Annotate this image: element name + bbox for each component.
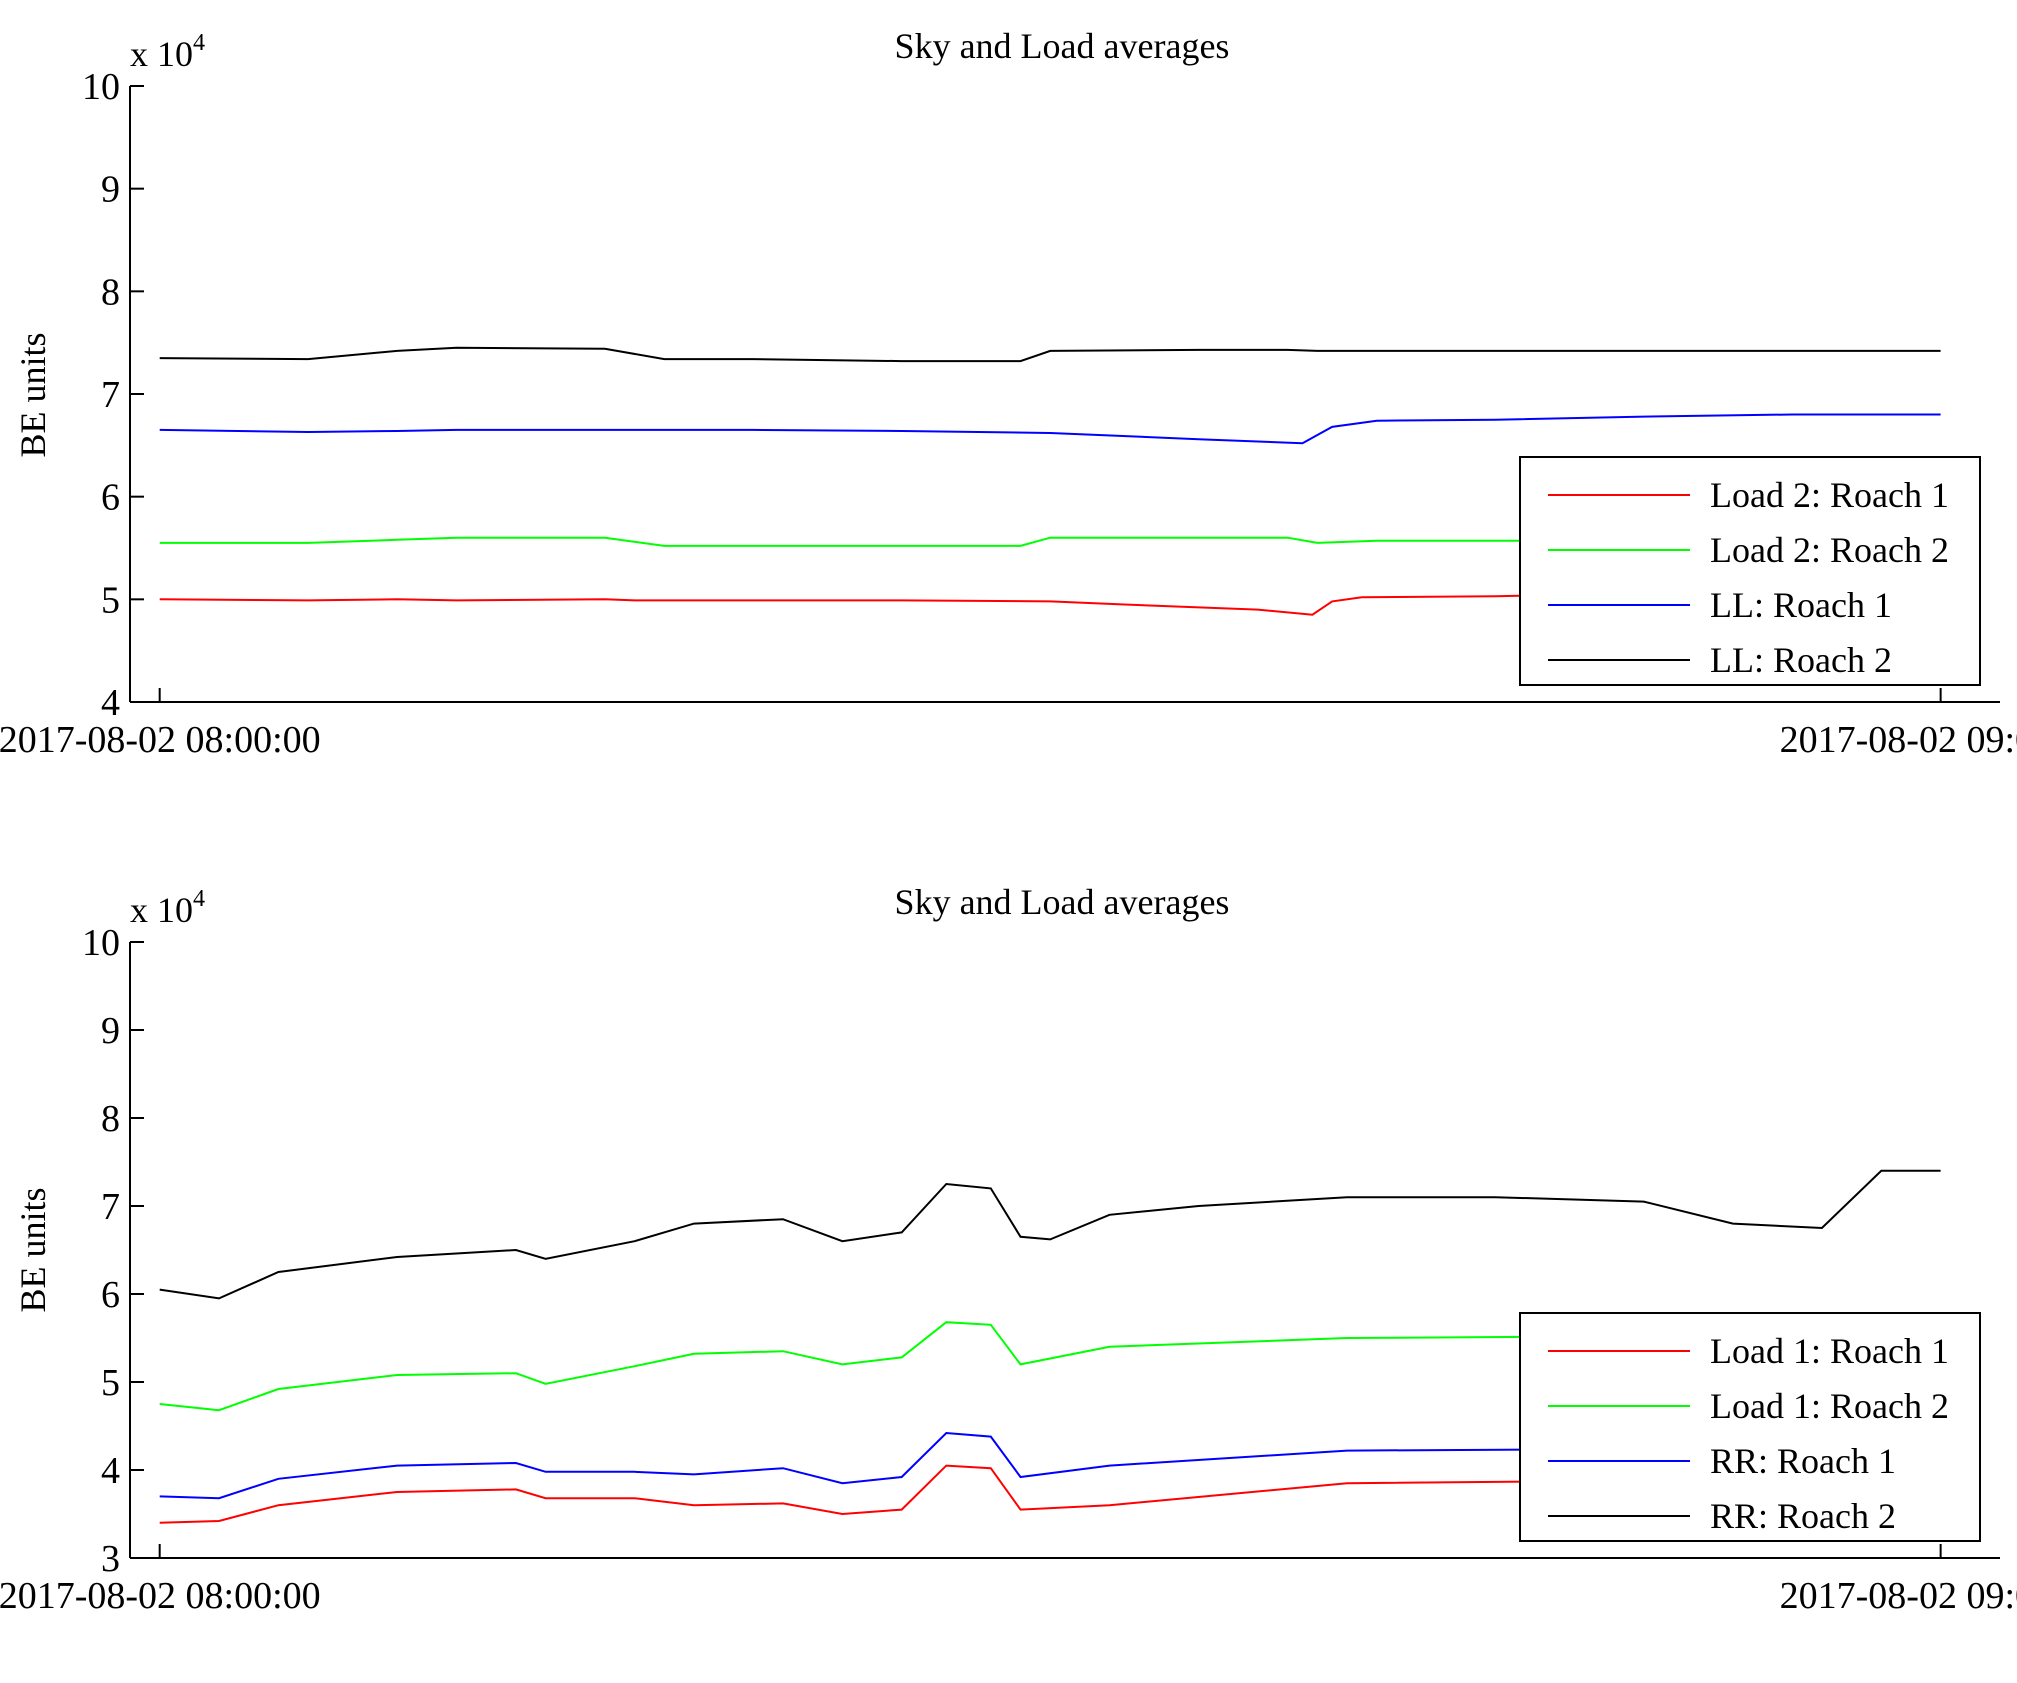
top-chart-panel: Sky and Load averages BE units x 104 456… — [0, 26, 2017, 761]
y-tick-label: 9 — [101, 169, 120, 211]
series-line-2 — [159, 536, 1793, 547]
y-tick-label: 9 — [101, 1010, 120, 1052]
x-tick-label: 2017-08-02 08:00:00 — [0, 1575, 321, 1617]
x-tick-label: 2017-08-02 09:00:00 — [1780, 719, 2017, 761]
y-axis-label: BE units — [13, 1187, 53, 1312]
y-axis-multiplier-base: x 10 — [130, 34, 193, 74]
y-tick-label: 10 — [82, 922, 120, 964]
legend: Load 1: Roach 1 Load 1: Roach 2 RR: Roach … — [1519, 1312, 1981, 1542]
legend-entry: Load 1: Roach 1 — [1710, 1331, 1949, 1371]
legend-entry: RR: Roach 2 — [1710, 1496, 1896, 1536]
chart-title: Sky and Load averages — [895, 882, 1230, 922]
y-tick-label: 4 — [101, 1450, 120, 1492]
series-line-3 — [159, 413, 1941, 445]
y-tick-label: 6 — [101, 477, 120, 519]
x-tick-label: 2017-08-02 09:00:00 — [1780, 1575, 2017, 1617]
y-tick-label: 7 — [101, 1186, 120, 1228]
legend: Load 2: Roach 1 Load 2: Roach 2 LL: Roach … — [1519, 456, 1981, 686]
y-axis-multiplier-base: x 10 — [130, 890, 193, 930]
legend-entry: LL: Roach 1 — [1710, 585, 1892, 625]
y-tick-label: 7 — [101, 374, 120, 416]
y-tick-label: 8 — [101, 271, 120, 313]
y-tick-label: 8 — [101, 1098, 120, 1140]
legend-entry: Load 2: Roach 2 — [1710, 530, 1949, 570]
series-line-4 — [159, 346, 1941, 363]
y-axis-label-text: BE units — [13, 1187, 53, 1312]
y-tick-label: 4 — [101, 682, 120, 724]
legend-entry: Load 2: Roach 1 — [1710, 475, 1949, 515]
legend-entry: Load 1: Roach 2 — [1710, 1386, 1949, 1426]
legend-entry: RR: Roach 1 — [1710, 1441, 1896, 1481]
y-axis-label-text: BE units — [13, 332, 53, 457]
bottom-chart-panel: Sky and Load averages BE units x 104 345… — [0, 882, 2017, 1617]
chart-title: Sky and Load averages — [895, 26, 1230, 66]
y-tick-label: 5 — [101, 1362, 120, 1404]
legend-entry: LL: Roach 2 — [1710, 640, 1892, 680]
x-tick-label: 2017-08-02 08:00:00 — [0, 719, 321, 761]
series-line-3 — [159, 1431, 1793, 1500]
series-line-2 — [159, 1321, 1793, 1412]
y-axis-multiplier-exponent: 4 — [193, 886, 205, 912]
y-axis-multiplier: x 104 — [130, 886, 205, 930]
series-line-4 — [159, 1169, 1941, 1300]
y-tick-label: 3 — [101, 1538, 120, 1580]
y-tick-label: 6 — [101, 1274, 120, 1316]
y-axis-label: BE units — [13, 332, 53, 457]
y-axis-multiplier-exponent: 4 — [193, 30, 205, 56]
y-tick-label: 5 — [101, 579, 120, 621]
y-tick-label: 10 — [82, 66, 120, 108]
y-axis-multiplier: x 104 — [130, 30, 205, 74]
series-line-1 — [159, 1464, 1793, 1524]
series-line-1 — [159, 590, 1793, 616]
